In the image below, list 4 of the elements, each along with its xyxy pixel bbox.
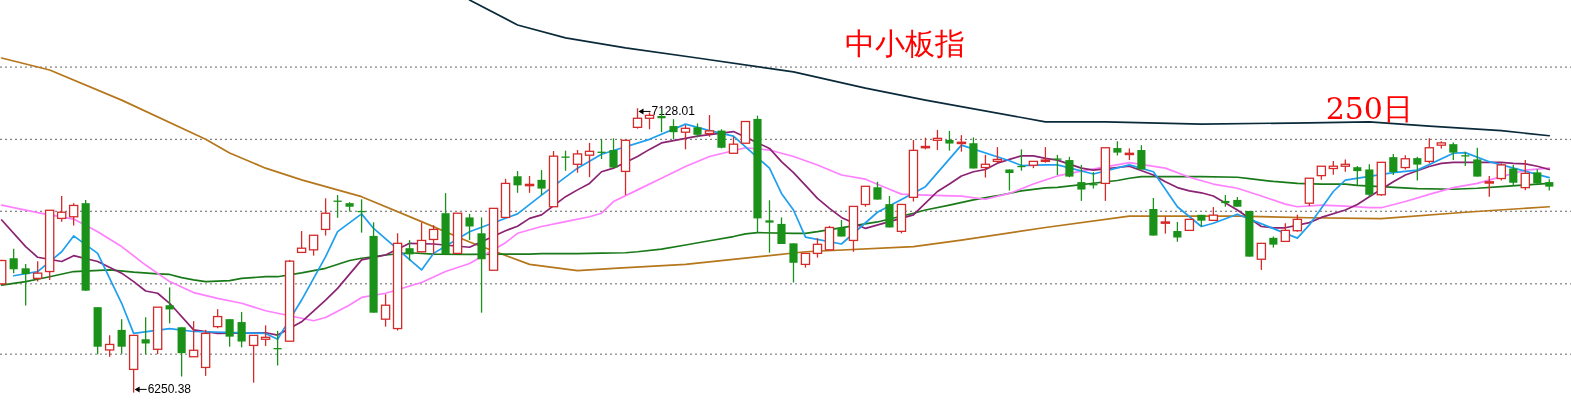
annotation: 6250.38 [147,382,192,397]
chart-title: 中小板指 [844,26,965,61]
series-label: 250日 [1325,90,1413,126]
annotation: 7128.01 [651,104,696,119]
